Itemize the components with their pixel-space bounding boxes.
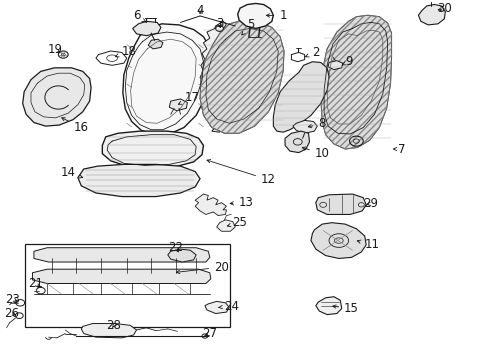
Text: 30: 30 [437,2,452,15]
Polygon shape [293,120,318,133]
Polygon shape [81,324,137,338]
Text: 4: 4 [196,4,204,17]
Polygon shape [168,249,196,262]
Polygon shape [169,99,187,111]
Text: 12: 12 [207,159,276,186]
Polygon shape [238,4,273,28]
Polygon shape [316,297,342,315]
Text: 5: 5 [242,18,254,35]
Polygon shape [195,194,226,216]
Text: 24: 24 [218,300,239,313]
Text: 9: 9 [342,55,352,68]
Text: 26: 26 [4,307,19,320]
Text: 23: 23 [5,293,21,306]
Text: 1: 1 [266,9,287,22]
Text: 18: 18 [116,45,136,58]
Polygon shape [200,20,284,133]
Text: 20: 20 [176,261,229,274]
Text: 6: 6 [133,9,146,22]
Polygon shape [123,24,212,135]
Polygon shape [321,15,392,149]
Text: 21: 21 [28,277,44,290]
Text: 16: 16 [62,118,89,134]
Text: 15: 15 [333,302,359,315]
Text: 29: 29 [364,197,379,210]
Text: 19: 19 [48,44,63,57]
Polygon shape [205,301,229,314]
Polygon shape [217,220,235,231]
Polygon shape [148,39,163,49]
Text: 2: 2 [305,46,319,59]
Polygon shape [418,5,445,25]
Polygon shape [102,131,203,168]
Text: 28: 28 [107,319,122,332]
Polygon shape [78,165,200,197]
Text: 17: 17 [178,91,200,104]
Polygon shape [34,248,210,262]
Text: 22: 22 [168,241,183,254]
Text: 3: 3 [216,17,223,30]
Text: 8: 8 [308,117,326,130]
Text: 14: 14 [61,166,83,179]
Polygon shape [285,131,310,153]
Polygon shape [133,21,161,36]
Text: 7: 7 [393,143,405,156]
Polygon shape [316,194,366,215]
Text: 11: 11 [357,238,380,251]
Text: 25: 25 [227,216,246,229]
Polygon shape [200,21,255,132]
Text: 13: 13 [230,196,253,209]
Polygon shape [273,62,329,132]
Polygon shape [23,68,91,126]
Text: 27: 27 [202,327,218,340]
Text: 10: 10 [302,147,330,160]
Polygon shape [328,61,343,69]
Polygon shape [32,269,211,283]
Bar [25,244,230,327]
Polygon shape [311,223,366,258]
